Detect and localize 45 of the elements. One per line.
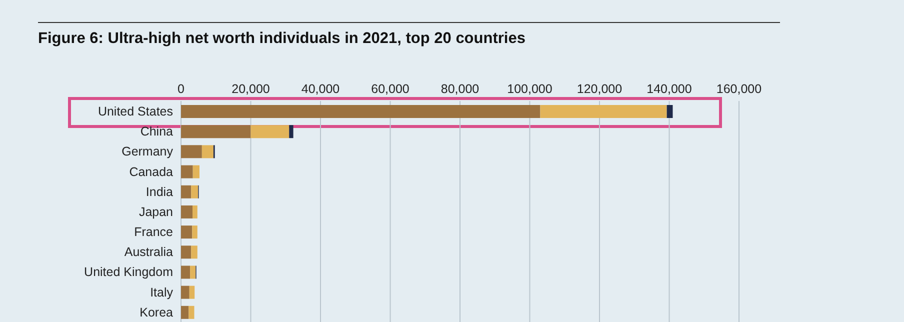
x-tick-label: 160,000 [716, 82, 762, 96]
y-tick-label: Italy [150, 285, 174, 300]
bar [666, 105, 673, 118]
bar [181, 205, 193, 218]
y-tick-label: France [134, 225, 174, 240]
x-tick-label: 140,000 [646, 82, 692, 96]
x-tick-label: 40,000 [301, 82, 340, 96]
bar [181, 226, 192, 239]
bar [191, 246, 198, 259]
bar [181, 105, 540, 118]
bar [181, 145, 202, 158]
bar [188, 306, 194, 319]
y-tick-label: United States [98, 104, 173, 118]
y-tick-label: Canada [129, 164, 174, 179]
bar [192, 226, 198, 239]
y-tick-label: Japan [138, 204, 174, 219]
x-tick-label: 20,000 [232, 82, 270, 96]
y-tick-label: Australia [124, 245, 174, 260]
bar [181, 125, 251, 138]
bar [191, 185, 198, 198]
y-tick-label: Germany [122, 144, 174, 159]
x-tick-label: 60,000 [371, 82, 410, 96]
x-tick-label: 100,000 [507, 82, 552, 96]
bar [192, 205, 198, 218]
y-tick-label: Korea [140, 305, 174, 320]
bar [181, 165, 193, 178]
bar [189, 286, 195, 299]
x-tick-label: 80,000 [440, 82, 480, 96]
chart-title: Figure 6: Ultra-high net worth individuals in 2021, top 20 countries [38, 30, 526, 48]
bar [181, 246, 192, 259]
bar [202, 145, 214, 158]
bar [289, 125, 294, 138]
bar [250, 125, 290, 138]
bar [181, 266, 190, 279]
y-tick-label: China [140, 124, 174, 139]
bar [192, 165, 200, 178]
bar [181, 286, 190, 299]
bar [181, 306, 189, 319]
x-tick-label: 120,000 [576, 82, 622, 96]
x-tick-label: 0 [178, 82, 185, 96]
bar [190, 266, 196, 279]
bar [181, 185, 192, 198]
y-tick-label: United Kingdom [84, 265, 173, 280]
y-tick-label: India [146, 184, 174, 199]
bar [540, 105, 667, 118]
